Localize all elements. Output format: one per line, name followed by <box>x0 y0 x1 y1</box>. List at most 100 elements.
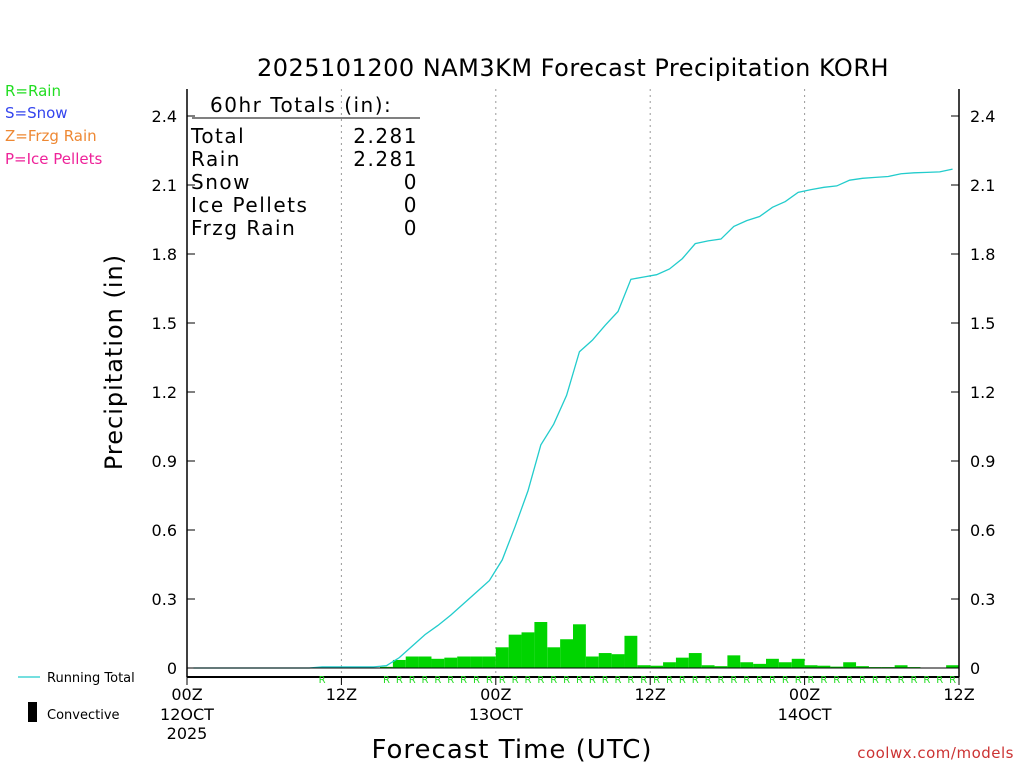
precip-bar-18 <box>418 656 432 668</box>
type-marker-18: R <box>422 675 429 686</box>
xtick-label-3: 12Z <box>635 685 666 704</box>
type-marker-45: R <box>769 675 776 686</box>
type-marker-23: R <box>486 675 493 686</box>
type-marker-53: R <box>872 675 879 686</box>
precip-bar-20 <box>444 657 458 668</box>
type-marker-22: R <box>473 675 480 686</box>
precip-bar-19 <box>431 658 445 668</box>
totals-label-0: Total <box>190 124 245 148</box>
legend-frzg-rain: Z=Frzg Rain <box>5 127 97 145</box>
precip-bar-23 <box>482 656 496 668</box>
type-marker-34: R <box>627 675 634 686</box>
precip-bar-27 <box>534 622 548 668</box>
type-marker-39: R <box>692 675 699 686</box>
legend-running-total-label: Running Total <box>47 671 135 686</box>
type-marker-24: R <box>499 675 506 686</box>
type-marker-16: R <box>396 675 403 686</box>
credit-link[interactable]: coolwx.com/models <box>857 744 1014 762</box>
type-marker-59: R <box>949 675 956 686</box>
type-marker-54: R <box>885 675 892 686</box>
ytick-label-right-5: 1.5 <box>970 314 995 333</box>
ytick-label-right-7: 2.1 <box>970 176 995 195</box>
totals-heading: 60hr Totals (in): <box>210 93 392 117</box>
precip-bar-15 <box>380 666 393 668</box>
type-marker-29: R <box>563 675 570 686</box>
precip-bar-44 <box>753 663 766 668</box>
type-marker-46: R <box>782 675 789 686</box>
precip-bar-25 <box>508 634 522 668</box>
legend-convective-swatch <box>28 702 37 722</box>
type-marker-42: R <box>730 675 737 686</box>
type-marker-41: R <box>717 675 724 686</box>
precip-bar-28 <box>547 647 561 668</box>
xtick-label-1: 12Z <box>326 685 357 704</box>
type-marker-51: R <box>846 675 853 686</box>
totals-label-1: Rain <box>191 147 241 171</box>
type-marker-31: R <box>589 675 596 686</box>
type-marker-50: R <box>833 675 840 686</box>
legend-convective-label: Convective <box>47 708 120 723</box>
type-marker-47: R <box>795 675 802 686</box>
precip-bar-45 <box>766 658 779 668</box>
type-marker-15: R <box>383 675 390 686</box>
type-marker-30: R <box>576 675 583 686</box>
totals-value-4: 0 <box>404 216 418 240</box>
totals-value-2: 0 <box>404 170 418 194</box>
precip-bar-39 <box>688 653 702 668</box>
precip-bar-38 <box>675 657 689 668</box>
type-marker-38: R <box>679 675 686 686</box>
precip-bar-30 <box>573 624 586 668</box>
ytick-label-right-8: 2.4 <box>970 107 995 126</box>
precip-bar-36 <box>650 665 664 668</box>
xtick-date-4: 14OCT <box>778 705 832 724</box>
precip-bar-47 <box>791 658 805 668</box>
precip-bar-21 <box>457 656 471 668</box>
ytick-label-left-5: 1.5 <box>152 314 177 333</box>
running-total-line <box>193 168 953 669</box>
type-marker-55: R <box>898 675 905 686</box>
totals-label-4: Frzg Rain <box>191 216 296 240</box>
type-marker-49: R <box>820 675 827 686</box>
precip-bar-43 <box>740 662 754 668</box>
precip-bar-24 <box>495 647 509 668</box>
type-marker-32: R <box>602 675 609 686</box>
totals-label-3: Ice Pellets <box>191 193 308 217</box>
precip-bar-52 <box>856 666 869 668</box>
totals-value-0: 2.281 <box>353 124 418 148</box>
precip-bar-32 <box>598 653 612 668</box>
xtick-label-4: 00Z <box>789 685 820 704</box>
ytick-label-right-4: 1.2 <box>970 383 995 402</box>
precip-bar-40 <box>701 665 715 668</box>
xtick-label-2: 00Z <box>480 685 511 704</box>
precip-bar-46 <box>778 662 792 668</box>
ytick-label-left-7: 2.1 <box>152 176 177 195</box>
precip-bar-48 <box>804 665 818 668</box>
type-marker-58: R <box>936 675 943 686</box>
type-marker-48: R <box>808 675 815 686</box>
type-marker-43: R <box>743 675 750 686</box>
type-marker-36: R <box>653 675 660 686</box>
x-axis-label: Forecast Time (UTC) <box>371 735 652 765</box>
precip-bar-41 <box>714 666 728 668</box>
precip-bar-29 <box>560 639 573 668</box>
precip-bar-31 <box>585 656 599 668</box>
precip-bar-17 <box>405 656 419 668</box>
ytick-label-left-4: 1.2 <box>152 383 177 402</box>
type-marker-19: R <box>434 675 441 686</box>
precip-bar-50 <box>830 666 844 668</box>
precip-bar-51 <box>843 662 857 668</box>
ytick-label-right-3: 0.9 <box>970 452 995 471</box>
ytick-label-right-0: 0 <box>970 659 980 678</box>
type-marker-56: R <box>910 675 917 686</box>
type-marker-10: R <box>319 675 326 686</box>
precip-bar-26 <box>521 632 535 668</box>
legend-ice-pellets: P=Ice Pellets <box>5 150 103 168</box>
xtick-date-2: 13OCT <box>469 705 523 724</box>
legend-snow: S=Snow <box>5 104 68 122</box>
precip-bar-42 <box>727 655 741 668</box>
type-marker-35: R <box>640 675 647 686</box>
xtick-year-0: 2025 <box>167 724 208 743</box>
legend-rain: R=Rain <box>5 82 61 100</box>
type-marker-21: R <box>460 675 467 686</box>
